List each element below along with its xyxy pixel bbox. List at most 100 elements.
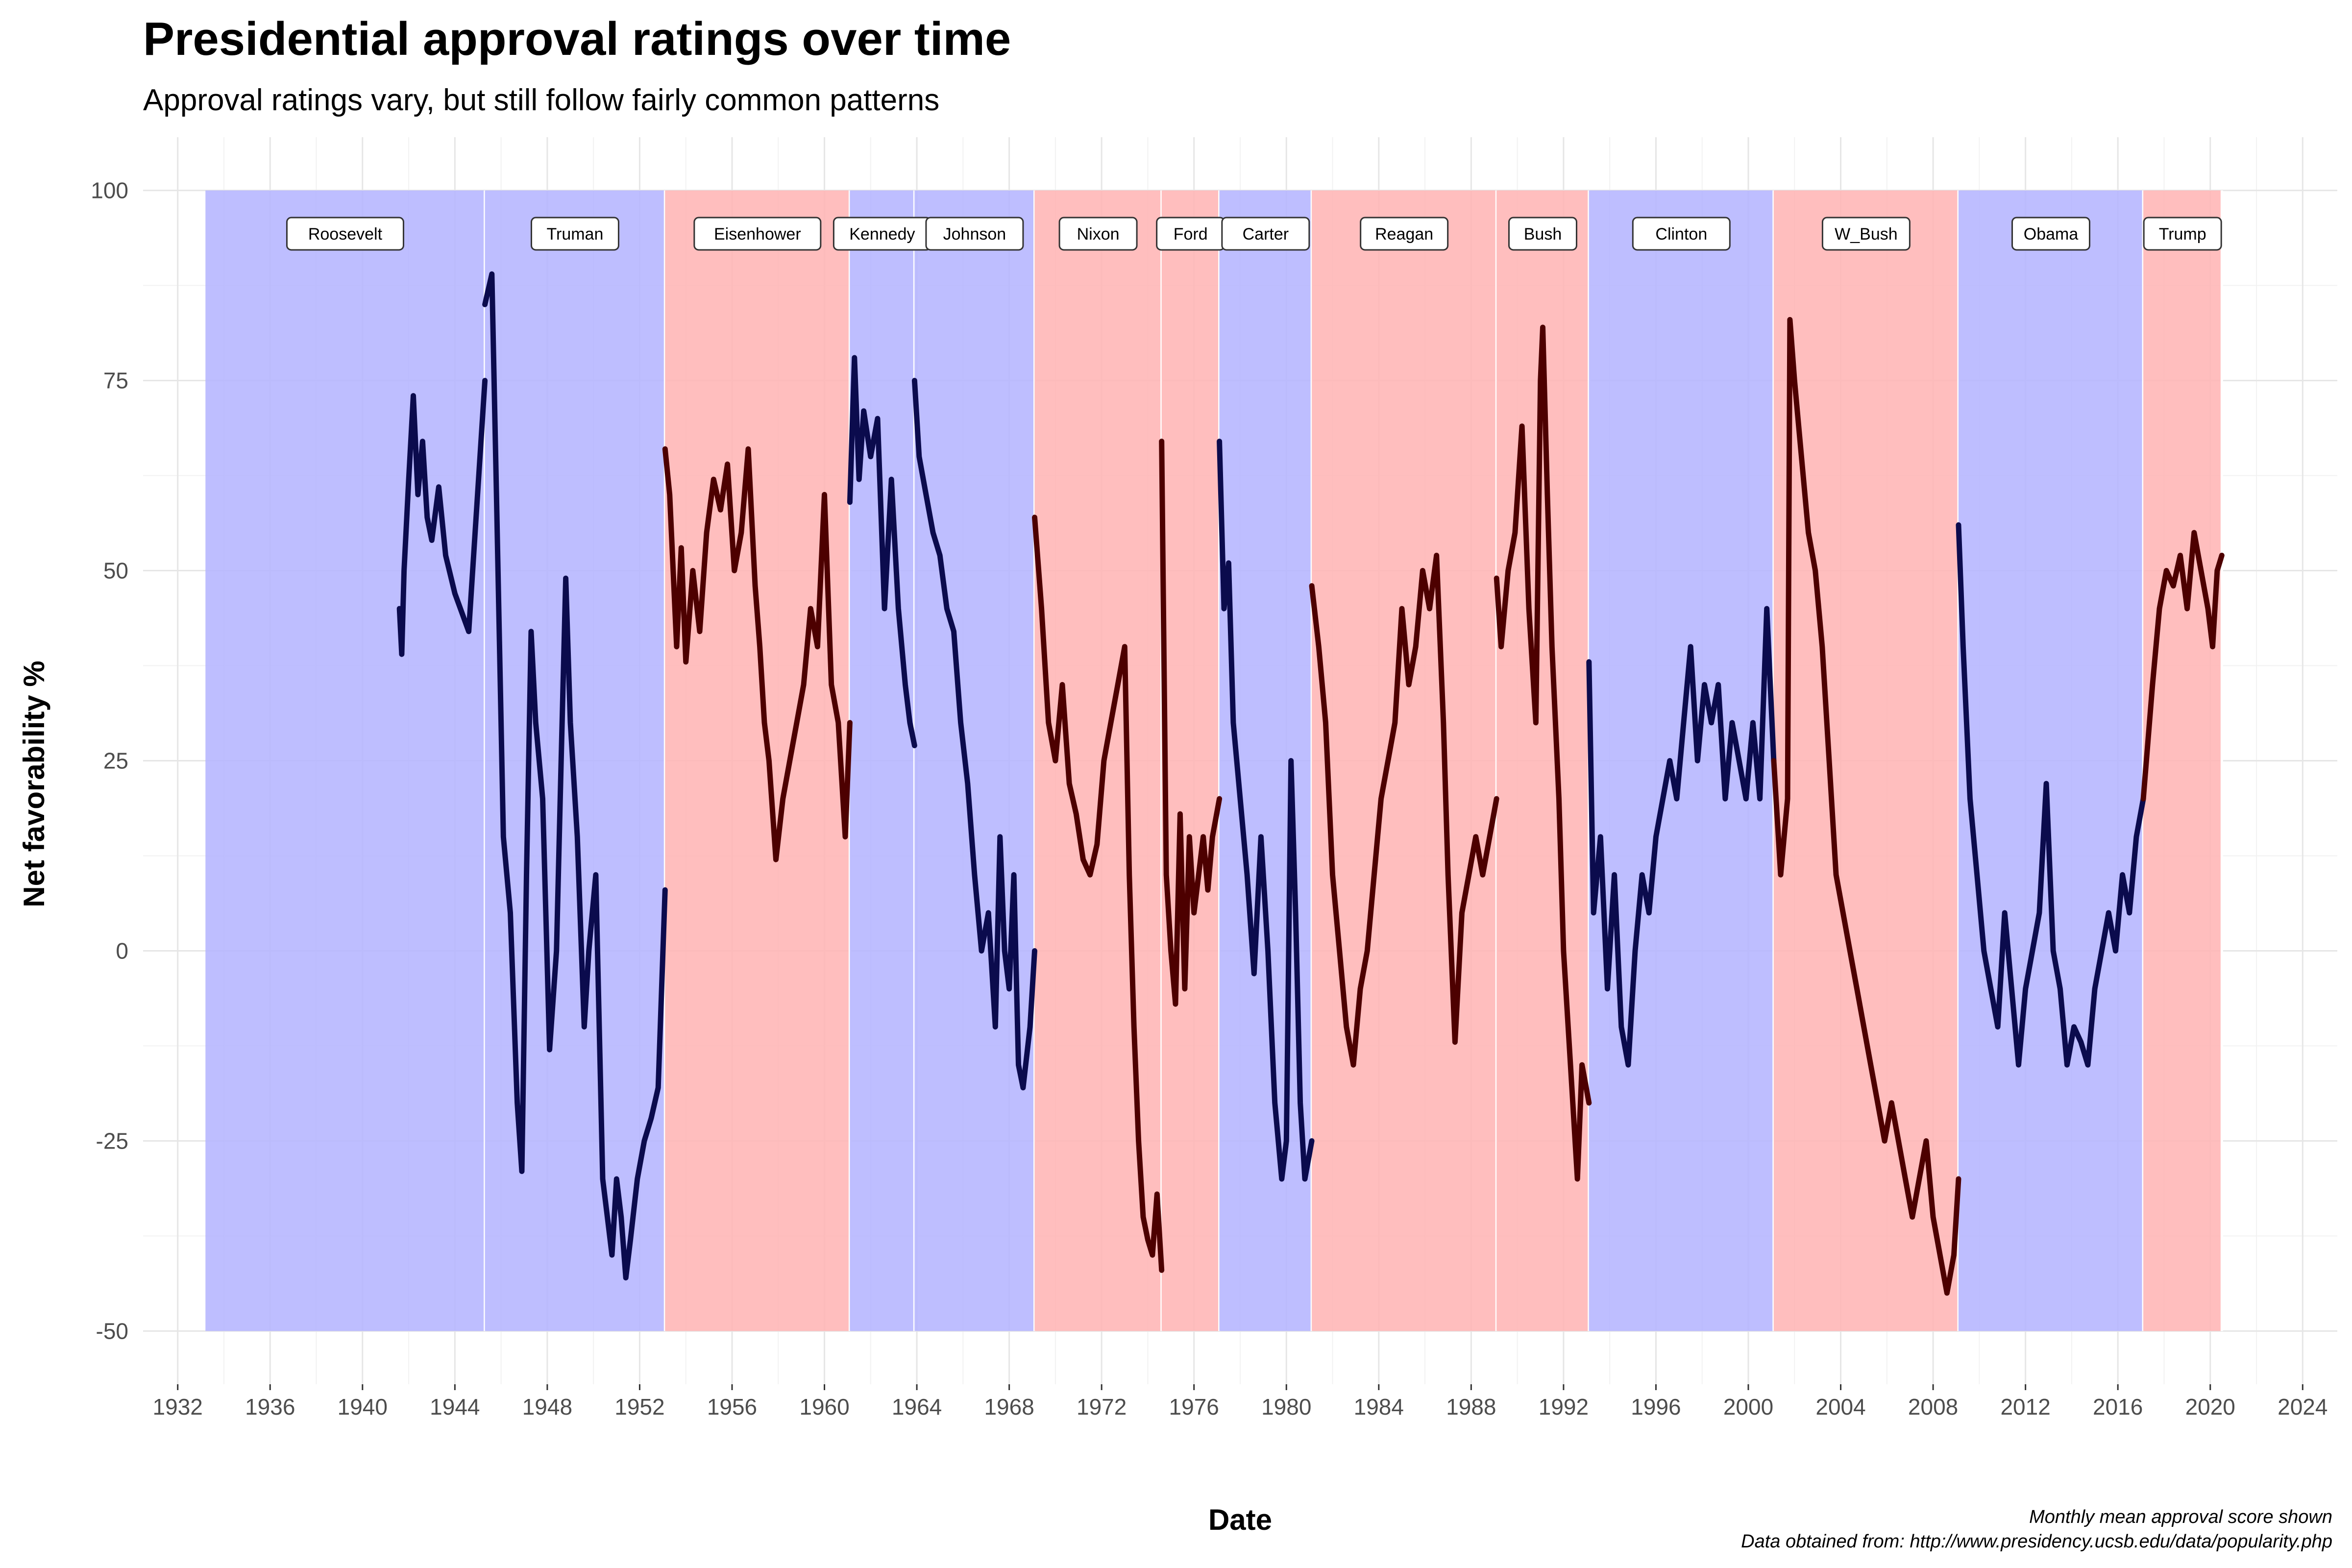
label-box <box>530 217 619 251</box>
label-text: Bush <box>1524 225 1562 244</box>
x-tick-label: 1984 <box>1354 1394 1404 1420</box>
caption-line-1: Monthly mean approval score shown <box>2029 1507 2332 1527</box>
x-tick-label: 2012 <box>2000 1394 2050 1420</box>
presidency-labels: Roosevelt Truman Eisenhower Kennedy Johnson N… <box>286 217 2222 251</box>
presidency-label-johnson: Johnson <box>925 217 1024 251</box>
approval-line-obama <box>1956 522 2146 1068</box>
x-tick-label: 1956 <box>707 1394 757 1420</box>
x-tick-label: 1952 <box>614 1394 664 1420</box>
x-tick-label: 1980 <box>1261 1394 1311 1420</box>
x-tick-label: 1936 <box>245 1394 295 1420</box>
label-text: Ford <box>1174 225 1208 244</box>
label-text: Nixon <box>1077 225 1120 244</box>
presidency-label-carter: Carter <box>1221 217 1310 251</box>
presidency-band-johnson <box>914 190 1035 1331</box>
approval-lines <box>396 271 2225 1296</box>
presidency-label-obama: Obama <box>2011 217 2091 251</box>
presidency-band-obama <box>1958 190 2144 1331</box>
x-axis-title: Date <box>1208 1503 1272 1536</box>
label-box <box>1058 217 1138 251</box>
y-tick-label: -25 <box>96 1128 128 1153</box>
approval-line-nixon <box>1032 514 1165 1273</box>
y-tick-label: 100 <box>91 178 128 203</box>
presidency-band-carter <box>1219 190 1312 1331</box>
presidency-label-trump: Trump <box>2143 217 2222 251</box>
label-text: Carter <box>1243 225 1289 244</box>
approval-line-kennedy <box>847 355 917 748</box>
presidency-label-ford: Ford <box>1156 217 1225 251</box>
label-text: Obama <box>2024 225 2079 244</box>
presidency-label-reagan: Reagan <box>1360 217 1449 251</box>
label-text: Kennedy <box>849 225 915 244</box>
x-tick-label: 1932 <box>153 1394 203 1420</box>
y-tick-label: 25 <box>103 748 128 774</box>
approval-line-roosevelt <box>396 378 488 657</box>
presidency-bands <box>205 190 2223 1331</box>
approval-line-truman <box>482 271 668 1281</box>
approval-line-reagan <box>1309 553 1499 1068</box>
y-tick-label: -50 <box>96 1318 128 1344</box>
label-box <box>286 217 404 251</box>
label-text: Roosevelt <box>308 225 383 244</box>
presidency-label-eisenhower: Eisenhower <box>693 217 822 251</box>
approval-line-clinton <box>1586 606 1777 1068</box>
presidency-band-kennedy <box>850 190 915 1331</box>
label-box <box>1508 217 1577 251</box>
x-tick-label: 2008 <box>1908 1394 1958 1420</box>
approval-line-carter <box>1217 439 1315 1182</box>
caption-line-2: Data obtained from: http://www.presidenc… <box>1741 1531 2332 1552</box>
x-tick-label: 1960 <box>799 1394 849 1420</box>
presidency-band-ford <box>1161 190 1220 1331</box>
presidency-label-kennedy: Kennedy <box>833 217 931 251</box>
x-tick-label: 1976 <box>1169 1394 1219 1420</box>
approval-line-trump <box>2140 530 2225 802</box>
label-box <box>1221 217 1310 251</box>
label-text: Clinton <box>1655 225 1707 244</box>
presidency-label-w_bush: W_Bush <box>1821 217 1911 251</box>
x-tick-label: 1992 <box>1539 1394 1589 1420</box>
x-tick-label: 2016 <box>2093 1394 2143 1420</box>
label-text: Trump <box>2159 225 2206 244</box>
presidency-label-truman: Truman <box>530 217 619 251</box>
label-text: Johnson <box>943 225 1006 244</box>
approval-line-ford <box>1159 439 1223 1007</box>
label-text: W_Bush <box>1835 225 1898 244</box>
y-tick-label: 0 <box>116 938 128 963</box>
x-tick-label: 2020 <box>2185 1394 2235 1420</box>
presidency-band-roosevelt <box>205 190 485 1331</box>
label-box <box>1360 217 1449 251</box>
presidency-band-w_bush <box>1773 190 1959 1331</box>
approval-line-eisenhower <box>662 446 853 862</box>
label-box <box>1821 217 1911 251</box>
approval-line-johnson <box>911 378 1037 1091</box>
presidency-label-bush: Bush <box>1508 217 1577 251</box>
label-box <box>693 217 822 251</box>
x-tick-label: 2004 <box>1815 1394 1865 1420</box>
y-axis-ticks: -50 -25 0 25 50 75 100 <box>91 178 128 1344</box>
x-tick-label: 2000 <box>1723 1394 1773 1420</box>
chart-subtitle: Approval ratings vary, but still follow … <box>143 83 939 117</box>
x-tick-label: 1996 <box>1631 1394 1681 1420</box>
x-axis-ticks: 1932 1936 1940 1944 1948 1952 1956 1960 1964 1968… <box>153 1384 2328 1420</box>
label-box <box>2143 217 2222 251</box>
x-tick-label: 1968 <box>984 1394 1034 1420</box>
label-box <box>925 217 1024 251</box>
label-box <box>1632 217 1731 251</box>
x-tick-label: 1972 <box>1077 1394 1127 1420</box>
label-text: Reagan <box>1375 225 1433 244</box>
presidency-label-clinton: Clinton <box>1632 217 1731 251</box>
presidency-band-trump <box>2143 190 2222 1331</box>
chart-title: Presidential approval ratings over time <box>143 13 1011 65</box>
presidency-label-nixon: Nixon <box>1058 217 1138 251</box>
label-text: Truman <box>547 225 604 244</box>
label-box <box>2011 217 2091 251</box>
y-tick-label: 50 <box>103 558 128 584</box>
x-tick-label: 1988 <box>1446 1394 1496 1420</box>
x-tick-label: 1944 <box>430 1394 480 1420</box>
x-tick-label: 1964 <box>892 1394 942 1420</box>
approval-line-bush <box>1494 324 1592 1182</box>
y-axis-title: Net favorability % <box>18 661 50 907</box>
label-text: Eisenhower <box>714 225 801 244</box>
